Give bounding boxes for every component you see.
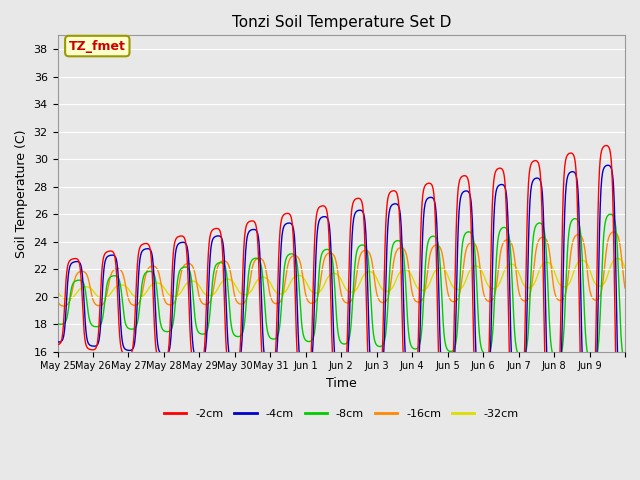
Title: Tonzi Soil Temperature Set D: Tonzi Soil Temperature Set D xyxy=(232,15,451,30)
Legend: -2cm, -4cm, -8cm, -16cm, -32cm: -2cm, -4cm, -8cm, -16cm, -32cm xyxy=(159,405,523,423)
Y-axis label: Soil Temperature (C): Soil Temperature (C) xyxy=(15,129,28,258)
Text: TZ_fmet: TZ_fmet xyxy=(69,39,125,53)
X-axis label: Time: Time xyxy=(326,377,356,390)
